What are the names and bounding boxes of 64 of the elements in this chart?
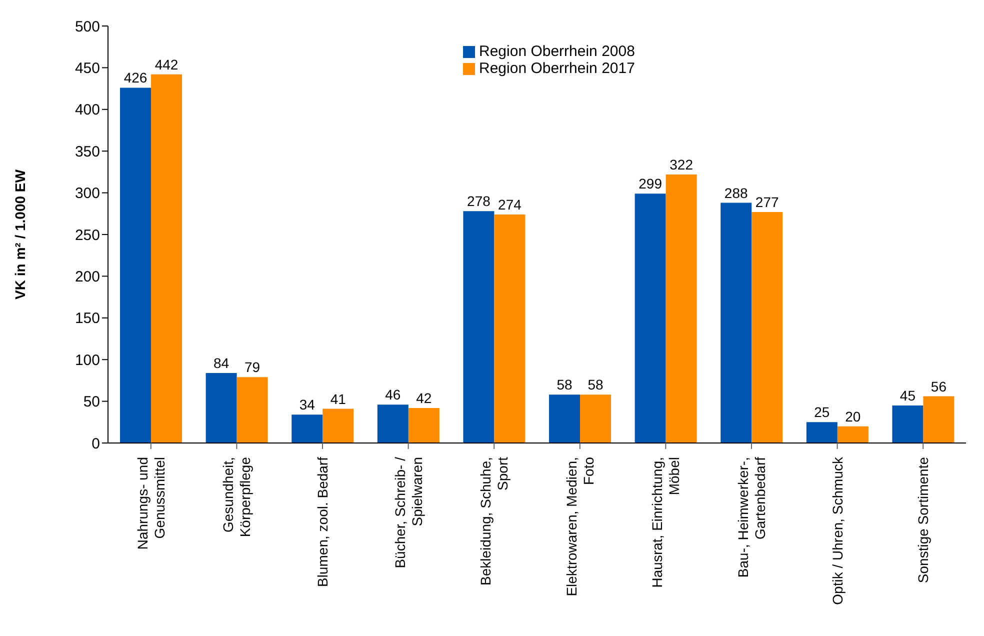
data-label: 25 [814,404,830,420]
data-label: 45 [900,387,916,404]
bar [408,408,440,443]
x-tick-label: Bekleidung, Schuhe, Sport [478,456,511,586]
x-tick-label: Bücher, Schreib- / Spielwaren [392,456,425,568]
data-label: 42 [416,390,432,406]
y-tick-label: 0 [92,435,100,452]
data-label: 46 [385,386,401,403]
bar [752,212,783,443]
x-tick-label: Blumen, zool. Bedarf [314,456,330,587]
data-label: 20 [845,408,861,424]
bar [494,214,526,443]
bar [120,88,152,443]
data-label: 58 [588,376,604,393]
data-label: 278 [467,193,491,210]
bar [580,394,612,443]
data-label: 58 [556,376,573,393]
y-tick-label: 500 [74,18,100,36]
data-label: 426 [124,70,148,86]
y-tick-label: 100 [74,352,100,369]
bar [463,211,494,443]
data-label: 41 [330,390,346,407]
data-label: 84 [214,354,230,371]
bar [236,377,268,443]
x-tick-label: Hausrat, Einrichtung, Möbel [649,457,682,588]
bar [549,394,580,443]
y-tick-label: 450 [74,60,100,78]
y-tick-label: 300 [74,185,100,202]
x-tick-label: Sonstige Sortimente [915,456,932,584]
data-label: 288 [724,184,748,201]
data-label: 34 [299,396,316,413]
data-label: 274 [498,196,522,212]
bar [377,404,408,443]
bar [666,174,697,443]
data-label: 322 [670,156,694,172]
data-label: 442 [154,56,178,72]
legend-label: Region Oberrhein 2008 [479,43,635,60]
bar [206,372,237,443]
y-tick-label: 50 [83,394,100,411]
bar [151,74,182,443]
data-label: 299 [638,176,662,192]
bar [634,194,666,443]
data-label: 277 [755,194,780,210]
y-tick-label: 350 [74,143,100,160]
data-label: 56 [930,378,947,394]
bar [322,408,354,443]
y-tick-label: 200 [74,268,100,286]
legend-label: Region Oberrhein 2017 [479,60,635,77]
y-tick-label: 400 [74,102,100,119]
y-tick-label: 150 [74,310,100,328]
y-tick-label: 250 [74,226,100,244]
bar [923,396,954,443]
bar [806,422,838,443]
x-tick-label: Elektrowaren, Medien, Foto [563,456,596,596]
data-label: 79 [244,359,260,376]
x-tick-label: Bau-, Heimwerker-, Gartenbedarf [735,456,768,578]
bar [837,426,868,443]
x-tick-label: Optik / Uhren, Schmuck [829,456,846,605]
y-axis-title: VK in m² / 1.000 EW [12,168,28,300]
bar [292,414,323,443]
x-tick-label: Nahrungs- und Genussmittel [134,457,168,550]
bar [892,405,924,443]
x-tick-label: Gesundheit, Körperpflege [220,456,254,538]
bar [720,202,752,443]
